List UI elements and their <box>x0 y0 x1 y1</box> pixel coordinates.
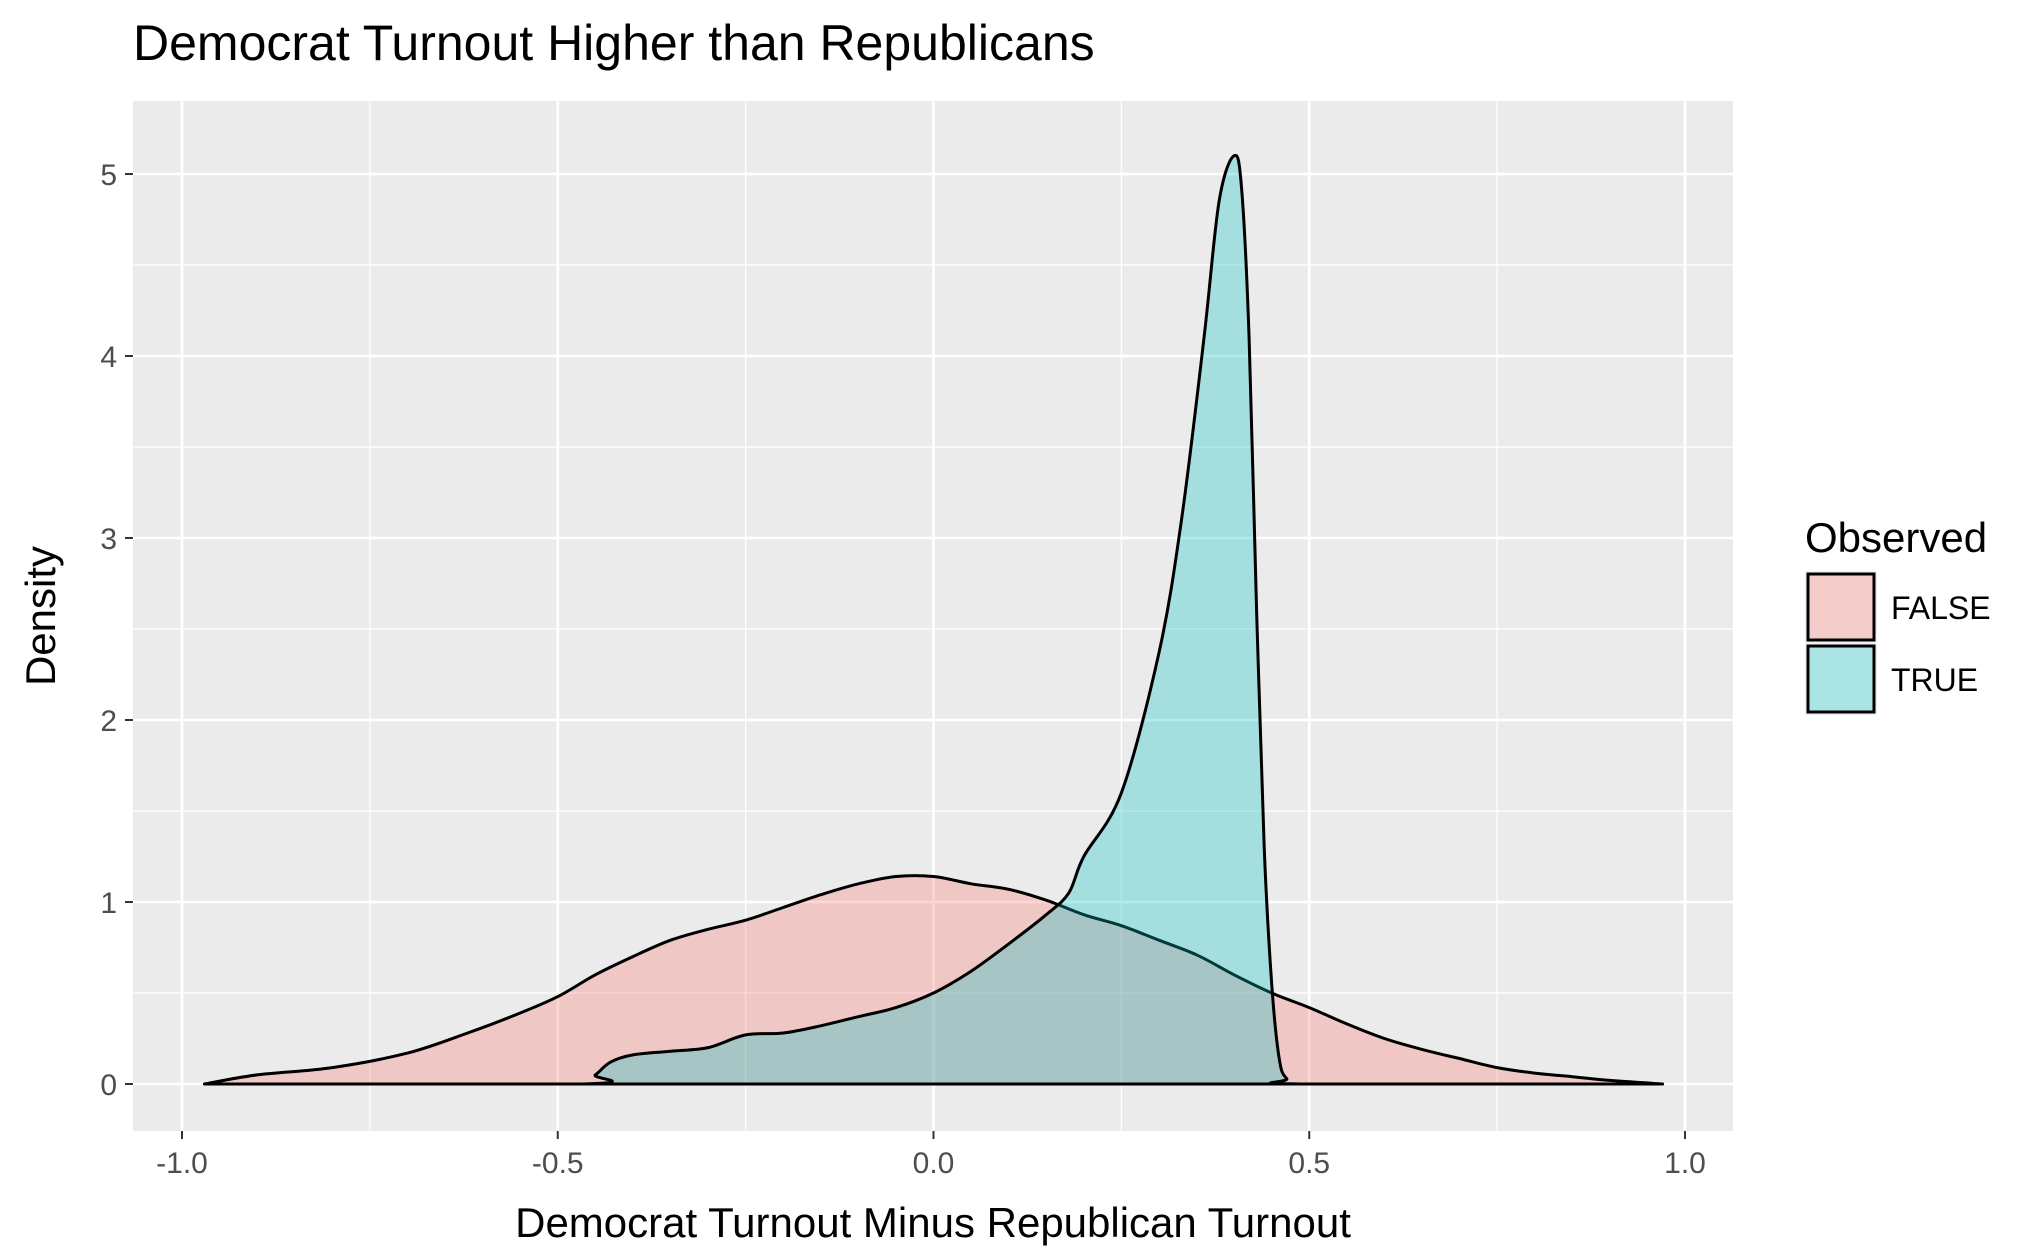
legend-swatch-true <box>1806 644 1876 714</box>
y-axis-title: Density <box>17 546 64 686</box>
y-tick-label: 3 <box>100 523 117 556</box>
x-tick-label: -0.5 <box>532 1147 584 1180</box>
legend-swatch-false <box>1806 572 1876 642</box>
y-tick-label: 2 <box>100 705 117 738</box>
density-area-true <box>203 153 1664 1086</box>
density-areas <box>203 153 1664 1086</box>
y-tick-label: 5 <box>100 159 117 192</box>
legend-title: Observed <box>1805 514 1987 561</box>
x-tick-label: 1.0 <box>1664 1147 1706 1180</box>
density-area-false <box>203 874 1664 1086</box>
legend-key-background <box>1805 571 1877 643</box>
y-tick-label: 0 <box>100 1069 117 1102</box>
axis-ticks: -1.0 -0.5 0.0 0.5 1.0 0 1 2 3 4 5 <box>100 159 1706 1180</box>
x-tick-label: 0.5 <box>1288 1147 1330 1180</box>
chart-title: Democrat Turnout Higher than Republicans <box>133 15 1095 71</box>
x-tick-label: 0.0 <box>913 1147 955 1180</box>
y-tick-label: 1 <box>100 887 117 920</box>
y-tick-label: 4 <box>100 341 117 374</box>
x-axis-title: Democrat Turnout Minus Republican Turnou… <box>515 1199 1351 1246</box>
legend-label-true: TRUE <box>1891 662 1978 698</box>
x-tick-label: -1.0 <box>156 1147 208 1180</box>
legend-key-background <box>1805 643 1877 715</box>
legend: Observed FALSE TRUE <box>1805 514 1991 715</box>
legend-label-false: FALSE <box>1891 590 1991 626</box>
